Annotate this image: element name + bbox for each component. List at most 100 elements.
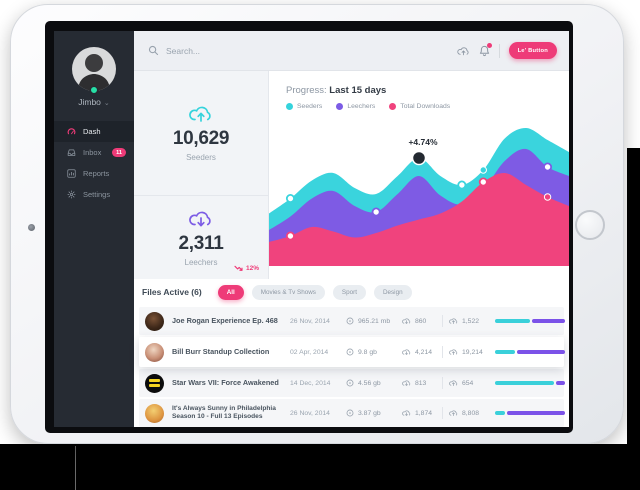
disk-icon (346, 379, 354, 387)
primary-cta-button[interactable]: Le' Button (508, 42, 557, 59)
cell-divider (442, 315, 443, 327)
file-up-cell: 654 (449, 379, 493, 387)
progress-bar (495, 350, 565, 354)
cloud-download-icon (402, 380, 411, 386)
backdrop-black-band (0, 444, 640, 490)
progress-chart[interactable]: +4.74% (269, 116, 569, 266)
sidebar-item-reports[interactable]: Reports (54, 163, 134, 184)
avatar[interactable] (72, 47, 116, 94)
progress-remaining (516, 350, 565, 354)
filter-pill-movies-tv[interactable]: Movies & Tv Shows (251, 284, 325, 300)
file-title: Star Wars VII: Force Awakened (172, 378, 279, 388)
chart-title: Progress: Last 15 days (286, 85, 387, 96)
cloud-download-icon (402, 318, 411, 324)
file-thumbnail (145, 311, 164, 331)
cell-divider (442, 407, 443, 419)
progress-remaining (532, 319, 565, 323)
sidebar: Jimbo ⌄ Dash (54, 31, 134, 427)
file-up-cell: 19,214 (449, 348, 493, 356)
user-name: Jimbo (78, 97, 101, 107)
cloud-download-icon (402, 349, 411, 355)
search-bar (148, 45, 457, 56)
file-down-cell: 1,874 (402, 409, 442, 417)
dashboard-icon (67, 128, 76, 135)
inbox-badge: 11 (112, 148, 126, 157)
progress-downloaded (495, 350, 515, 354)
filter-pill-design[interactable]: Design (373, 284, 412, 300)
progress-remaining (555, 381, 565, 385)
file-date: 26 Nov, 2014 (290, 409, 330, 417)
dashboard-app: Jimbo ⌄ Dash (54, 31, 569, 427)
leechers-value: 2,311 (178, 232, 224, 254)
sidebar-nav: Dash Inbox 11 (54, 121, 134, 205)
files-section: Files Active (6) All Movies & Tv Shows S… (134, 279, 569, 427)
file-thumbnail (145, 373, 164, 393)
tablet-frame: Jimbo ⌄ Dash (10, 4, 624, 444)
legend-dot (336, 103, 344, 110)
seeders-value: 10,629 (172, 128, 230, 149)
gear-icon (67, 190, 76, 199)
table-row[interactable]: It's Always Sunny in Philadelphia Season… (139, 399, 565, 427)
file-date: 02 Apr, 2014 (290, 348, 329, 356)
seeders-stat-card[interactable]: 10,629 Seeders (134, 71, 268, 196)
avatar-image (72, 47, 116, 91)
tablet-home-button[interactable] (575, 210, 605, 240)
progress-bar (495, 381, 565, 385)
table-row[interactable]: Joe Rogan Experience Ep. 468 26 Nov, 201… (139, 307, 565, 335)
upload-button[interactable] (456, 46, 470, 56)
file-thumbnail (145, 403, 164, 423)
file-size-cell: 3.87 gb (346, 409, 402, 417)
sidebar-item-inbox[interactable]: Inbox 11 (54, 142, 134, 163)
progress-bar (495, 319, 565, 323)
progress-downloaded (495, 411, 505, 415)
file-title: Bill Burr Standup Collection (172, 347, 270, 357)
filter-pill-sport[interactable]: Sport (332, 284, 366, 300)
cloud-upload-icon (449, 349, 458, 355)
search-icon (148, 45, 159, 56)
files-title: Files Active (6) (142, 287, 202, 297)
sidebar-item-label: Settings (83, 190, 111, 199)
notifications-button[interactable] (479, 42, 492, 57)
table-row[interactable]: Bill Burr Standup Collection 02 Apr, 201… (139, 337, 565, 367)
user-menu[interactable]: Jimbo ⌄ (54, 97, 134, 107)
legend-dot (286, 103, 293, 110)
sidebar-item-settings[interactable]: Settings (54, 184, 134, 205)
progress-bar (495, 411, 565, 415)
main-area: Le' Button 10,629 See (134, 31, 569, 427)
topbar: Le' Button (134, 31, 569, 71)
backdrop-black-strip (627, 148, 640, 448)
cell-divider (442, 377, 443, 389)
file-up-cell: 8,808 (449, 409, 493, 417)
file-title: Joe Rogan Experience Ep. 468 (172, 316, 278, 326)
disk-icon (346, 409, 354, 417)
cloud-upload-icon (456, 46, 469, 55)
file-thumbnail (145, 342, 164, 362)
tablet-camera (28, 224, 35, 231)
backdrop-stand-line (75, 446, 76, 490)
progress-downloaded (495, 319, 530, 323)
cell-divider (442, 346, 443, 358)
seeders-label: Seeders (186, 153, 216, 162)
leechers-stat-card[interactable]: 2,311 Leechers 12% (134, 196, 268, 279)
table-row[interactable]: Star Wars VII: Force Awakened 14 Dec, 20… (139, 369, 565, 397)
progress-remaining (506, 411, 565, 415)
legend-item-total-downloads[interactable]: Total Downloads (389, 103, 450, 110)
online-status-dot (90, 86, 98, 94)
file-date: 14 Dec, 2014 (290, 379, 331, 387)
cloud-upload-icon (189, 106, 211, 122)
legend-item-leechers[interactable]: Leechers (336, 103, 375, 110)
overview-section: 10,629 Seeders 2,311 Leechers (134, 71, 569, 279)
trend-down-icon (234, 265, 243, 271)
sidebar-item-dash[interactable]: Dash (54, 121, 134, 142)
sidebar-item-label: Dash (83, 127, 101, 136)
leechers-label: Leechers (184, 257, 218, 267)
cloud-upload-icon (449, 318, 458, 324)
legend-dot (389, 103, 397, 110)
search-input[interactable] (166, 45, 286, 56)
legend-item-seeders[interactable]: Seeders (286, 103, 322, 110)
file-title: It's Always Sunny in Philadelphia Season… (172, 404, 276, 420)
filter-pill-all[interactable]: All (217, 284, 244, 300)
sidebar-item-label: Reports (83, 169, 110, 178)
leechers-delta: 12% (234, 265, 259, 272)
